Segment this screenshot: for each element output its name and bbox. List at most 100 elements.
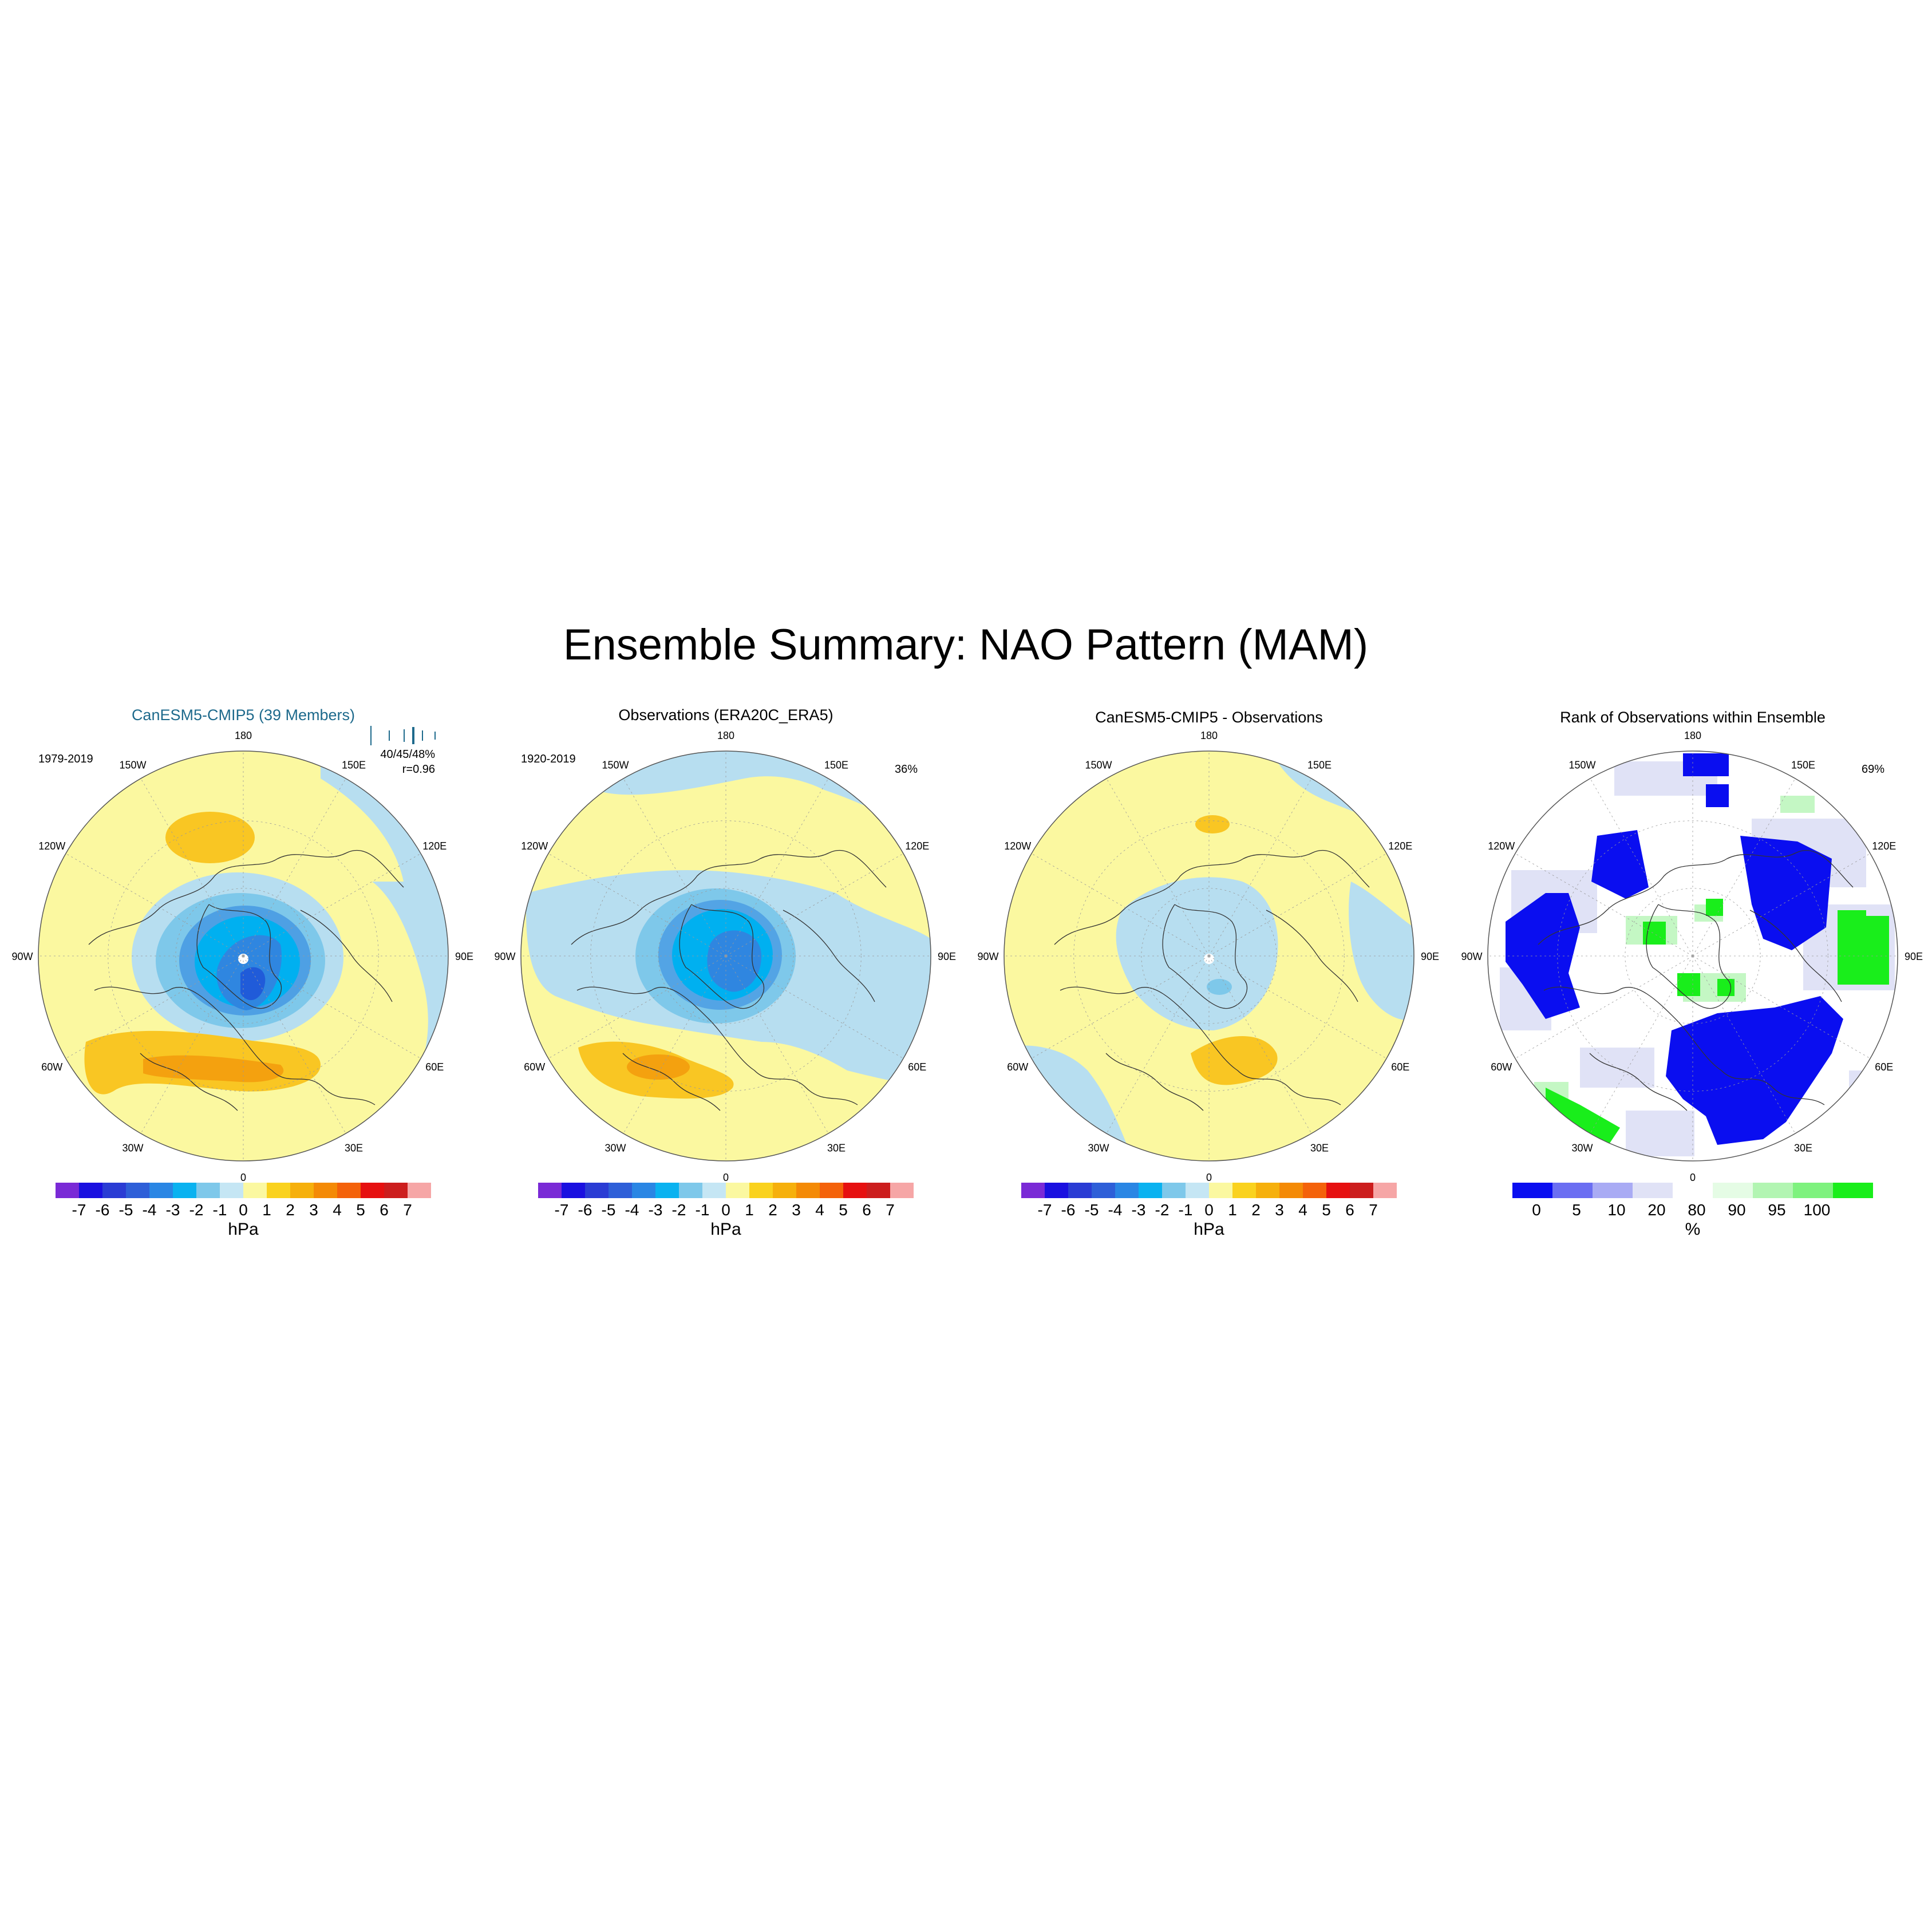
colorbar-tick-label: -2 [1155, 1201, 1170, 1219]
lon-label: 30W [1088, 1142, 1109, 1153]
colorbar-tick-label: -4 [1108, 1201, 1123, 1219]
member-spread-glyph [370, 726, 436, 745]
lon-label: 120W [38, 840, 65, 852]
colorbar-swatch [149, 1183, 173, 1198]
colorbar-tick-label: -4 [625, 1201, 639, 1219]
colorbar-tick-label: -7 [72, 1201, 86, 1219]
lon-label: 0 [723, 1172, 729, 1183]
lon-label: 30E [345, 1142, 363, 1153]
coastlines-0 [88, 850, 404, 1111]
colorbar-tick-label: 2 [1251, 1201, 1261, 1219]
rank-percent: 69% [1862, 763, 1884, 776]
graticule-2 [1004, 751, 1414, 1161]
variance-observations: 36% [895, 763, 918, 776]
lon-label: 90E [938, 951, 956, 962]
positive-region-pacific-diff [1195, 815, 1230, 833]
lon-label: 150E [342, 760, 366, 771]
map-frame-0: 180 150E 120E 90E 60E 30E 0 30W 60W 90W 120W 150W [11, 730, 473, 1183]
lon-label: 60W [1491, 1061, 1512, 1073]
lon-label: 90W [1461, 951, 1482, 962]
colorbar-swatch [609, 1183, 632, 1198]
colorbar-swatch [173, 1183, 196, 1198]
lon-label: 180 [235, 730, 252, 741]
pattern-correlation-model: r=0.96 [402, 763, 435, 776]
colorbar-tick-label: 1 [1228, 1201, 1237, 1219]
colorbar-swatch [679, 1183, 702, 1198]
colorbar-swatch [702, 1183, 726, 1198]
colorbar-tick-label: -1 [213, 1201, 227, 1219]
colorbar-swatch [1303, 1183, 1326, 1198]
lon-label: 120E [905, 840, 929, 852]
panel-title-observations: Observations (ERA20C_ERA5) [618, 706, 833, 724]
map-frame-3: 180 150E 120E 90E 60E 30E 0 30W 60W 90W 120W 150W [1461, 730, 1923, 1183]
colorbar-swatch [632, 1183, 655, 1198]
pole-marker [238, 954, 248, 964]
positive-core-atlantic-obs [627, 1054, 690, 1080]
colorbar-swatch [1092, 1183, 1115, 1198]
colorbar-swatch [79, 1183, 102, 1198]
colorbar-hpa-0: -7 -6 -5 -4 -3 -2 -1 0 1 2 3 4 5 6 7 hPa [56, 1183, 431, 1239]
colorbar-swatch [290, 1183, 314, 1198]
figure-title: Ensemble Summary: NAO Pattern (MAM) [563, 621, 1368, 669]
colorbar-tick-label: 0 [239, 1201, 248, 1219]
positive-lobe-pacific [165, 812, 255, 863]
lon-label: 120E [422, 840, 447, 852]
lon-label: 30W [122, 1142, 143, 1153]
lon-label: 120W [521, 840, 548, 852]
lon-label: 150E [1307, 760, 1332, 771]
colorbar-hpa-2: -7 -6 -5 -4 -3 -2 -1 0 1 2 3 4 5 6 7 hPa [1021, 1183, 1397, 1239]
lon-label: 60W [41, 1061, 62, 1073]
colorbar-swatch [361, 1183, 384, 1198]
colorbar-swatch [1713, 1183, 1753, 1198]
colorbar-swatch [773, 1183, 796, 1198]
positive-region-europe-diff [1191, 1036, 1278, 1085]
colorbar-tick-label: 3 [1275, 1201, 1284, 1219]
colorbar-swatch [1021, 1183, 1045, 1198]
colorbar-swatch [408, 1183, 431, 1198]
colorbar-swatch [1833, 1183, 1873, 1198]
colorbar-tick-label: 6 [862, 1201, 871, 1219]
lon-label: 30W [1571, 1142, 1593, 1153]
map-field-model [38, 751, 448, 1161]
colorbar-tick-label: -6 [1061, 1201, 1076, 1219]
colorbar-swatch [267, 1183, 290, 1198]
pole-marker-diff [1204, 954, 1214, 964]
colorbar-tick-label: -1 [696, 1201, 710, 1219]
variance-stats-model: 40/45/48% [380, 748, 435, 761]
rank-blue-cells [1506, 753, 1843, 1145]
colorbar-swatch [1068, 1183, 1092, 1198]
period-observations: 1920-2019 [521, 753, 576, 765]
colorbar-swatch [1633, 1183, 1673, 1198]
lon-label: 120W [1004, 840, 1031, 852]
lon-label: 60E [1875, 1061, 1893, 1073]
colorbar-swatch [726, 1183, 749, 1198]
lon-label: 150E [824, 760, 848, 771]
colorbar-unit: hPa [1194, 1220, 1224, 1239]
colorbar-tick-label: -5 [1085, 1201, 1099, 1219]
colorbar-swatch [1350, 1183, 1373, 1198]
colorbar-swatch [1186, 1183, 1209, 1198]
colorbar-swatch [314, 1183, 337, 1198]
colorbar-tick-label: -6 [578, 1201, 592, 1219]
colorbar-swatch [1209, 1183, 1232, 1198]
colorbar-tick-label: 90 [1728, 1201, 1745, 1219]
colorbar-swatch [585, 1183, 609, 1198]
colorbar-swatch [1552, 1183, 1593, 1198]
lon-label: 90W [11, 951, 33, 962]
colorbar-swatch [1673, 1183, 1713, 1198]
colorbar-swatch [1593, 1183, 1633, 1198]
lon-label: 180 [717, 730, 734, 741]
colorbar-unit: hPa [710, 1220, 741, 1239]
panel-title-rank: Rank of Observations within Ensemble [1560, 709, 1826, 726]
colorbar-tick-label: 20 [1647, 1201, 1665, 1219]
colorbar-swatch [1256, 1183, 1279, 1198]
colorbar-tick-label: 5 [356, 1201, 365, 1219]
colorbar-swatch [562, 1183, 585, 1198]
colorbar-hpa-1: -7 -6 -5 -4 -3 -2 -1 0 1 2 3 4 5 6 7 hPa [538, 1183, 914, 1239]
map-field-rank [1488, 751, 1898, 1161]
panel-observations: Observations (ERA20C_ERA5) 1920-2019 36% [521, 706, 931, 1161]
positive-core-atlantic [143, 1055, 284, 1082]
colorbar-tick-label: 0 [1204, 1201, 1214, 1219]
colorbar-tick-label: 4 [1298, 1201, 1307, 1219]
lon-label: 150W [119, 760, 146, 771]
